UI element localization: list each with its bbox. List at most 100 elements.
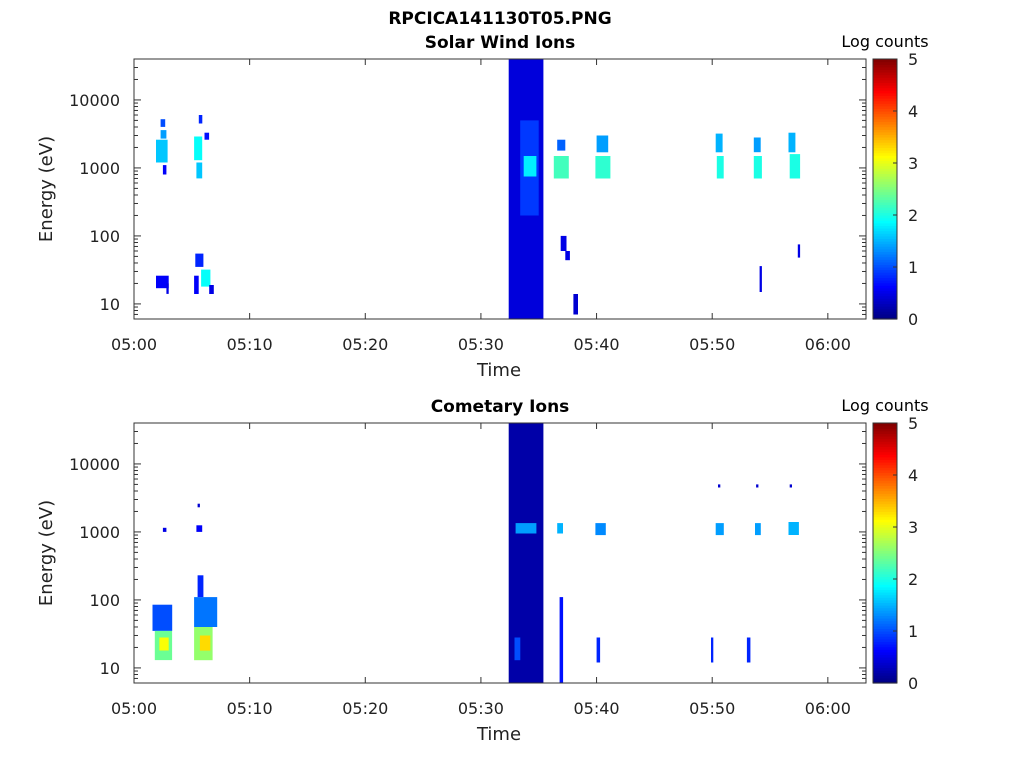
colorbar-segment — [873, 521, 897, 525]
colorbar-segment — [873, 121, 897, 125]
colorbar-segment — [873, 464, 897, 468]
heatmap-cell — [209, 285, 214, 294]
colorbar-segment — [873, 181, 897, 185]
colorbar-segment — [873, 316, 897, 320]
y-axis-label: Energy (eV) — [36, 136, 57, 242]
colorbar-segment — [873, 90, 897, 94]
colorbar-segment — [873, 191, 897, 195]
heatmap-cell — [156, 139, 168, 163]
colorbar-segment — [873, 196, 897, 200]
heatmap-cell — [508, 423, 544, 683]
colorbar-segment — [873, 137, 897, 141]
colorbar-segment — [873, 566, 897, 570]
colorbar-segment — [873, 157, 897, 161]
colorbar-segment — [873, 274, 897, 278]
y-axis: 10 100 1000 10000 — [69, 58, 866, 320]
colorbar-segment — [873, 503, 897, 507]
colorbar-segment — [873, 467, 897, 471]
heatmap-cell — [557, 523, 563, 534]
colorbar-segment — [873, 267, 897, 271]
colorbar-segment — [873, 199, 897, 203]
heatmap-cell — [753, 156, 762, 179]
colorbar-segment — [873, 92, 897, 96]
colorbar-segment — [873, 243, 897, 247]
colorbar-segment — [873, 511, 897, 515]
colorbar-segment — [873, 178, 897, 182]
heatmap-cell — [573, 294, 578, 315]
colorbar-segment — [873, 472, 897, 476]
colorbar-segment — [873, 615, 897, 619]
colorbar-segment — [873, 571, 897, 575]
colorbar-segment — [873, 664, 897, 668]
colorbar-segment — [873, 568, 897, 572]
colorbar-segment — [873, 563, 897, 567]
colorbar-tick-label: 0 — [908, 310, 918, 329]
colorbar-segment — [873, 459, 897, 463]
heatmap-cell — [196, 525, 203, 532]
colorbar-segment — [873, 430, 897, 434]
colorbar-segment — [873, 248, 897, 252]
colorbar-segment — [873, 633, 897, 637]
y-axis: 10 100 1000 10000 — [69, 422, 866, 684]
colorbar-segment — [873, 113, 897, 117]
panel-solar-wind: Solar Wind Ions 05:00 05:10 05:20 05:30 05:4… — [36, 32, 929, 381]
colorbar-segment — [873, 152, 897, 156]
colorbar-segment — [873, 659, 897, 663]
colorbar-segment — [873, 451, 897, 455]
colorbar-segment — [873, 469, 897, 473]
colorbar-segment — [873, 423, 897, 427]
colorbar-label: Log counts — [841, 396, 928, 415]
colorbar-segment — [873, 108, 897, 112]
colorbar-segment — [873, 581, 897, 585]
x-tick-label: 05:20 — [342, 699, 388, 718]
colorbar-segment — [873, 651, 897, 655]
heatmap-cell — [199, 635, 211, 651]
colorbar-segment — [873, 454, 897, 458]
heatmap-cell — [514, 637, 521, 661]
colorbar-label: Log counts — [841, 32, 928, 51]
colorbar-segment — [873, 670, 897, 674]
colorbar-segment — [873, 295, 897, 299]
colorbar-segment — [873, 95, 897, 99]
colorbar-segment — [873, 287, 897, 291]
heatmap-cell — [746, 637, 751, 663]
colorbar: 0 1 2 3 4 5 — [872, 414, 918, 693]
colorbar-segment — [873, 228, 897, 232]
colorbar-segment — [873, 516, 897, 520]
heatmap-cell — [789, 484, 792, 488]
colorbar-segment — [873, 298, 897, 302]
colorbar-segment — [873, 644, 897, 648]
colorbar-segment — [873, 118, 897, 122]
colorbar-segment — [873, 155, 897, 159]
colorbar-segment — [873, 139, 897, 143]
y-tick-label: 1000 — [79, 523, 120, 542]
colorbar-segment — [873, 667, 897, 671]
colorbar-segment — [873, 618, 897, 622]
colorbar-segment — [873, 98, 897, 102]
heatmap-cell — [194, 136, 203, 161]
colorbar-segment — [873, 560, 897, 564]
heatmap-cell — [715, 133, 723, 153]
colorbar-tick-label: 0 — [908, 674, 918, 693]
colorbar-segment — [873, 594, 897, 598]
x-axis-label: Time — [476, 724, 521, 745]
colorbar-segment — [873, 235, 897, 239]
colorbar-segment — [873, 641, 897, 645]
colorbar-segment — [873, 545, 897, 549]
colorbar-segment — [873, 254, 897, 258]
heatmap-cell — [197, 575, 204, 598]
heatmap-area — [133, 422, 867, 684]
colorbar-segment — [873, 290, 897, 294]
colorbar-segment — [873, 542, 897, 546]
heatmap-cell — [515, 523, 537, 534]
colorbar-segment — [873, 163, 897, 167]
colorbar-segment — [873, 605, 897, 609]
heatmap-cell — [716, 156, 724, 179]
heatmap-cell — [595, 523, 606, 536]
colorbar-segment — [873, 610, 897, 614]
colorbar-segment — [873, 433, 897, 437]
colorbar-segment — [873, 129, 897, 133]
colorbar-segment — [873, 547, 897, 551]
colorbar-segment — [873, 675, 897, 679]
colorbar-segment — [873, 189, 897, 193]
